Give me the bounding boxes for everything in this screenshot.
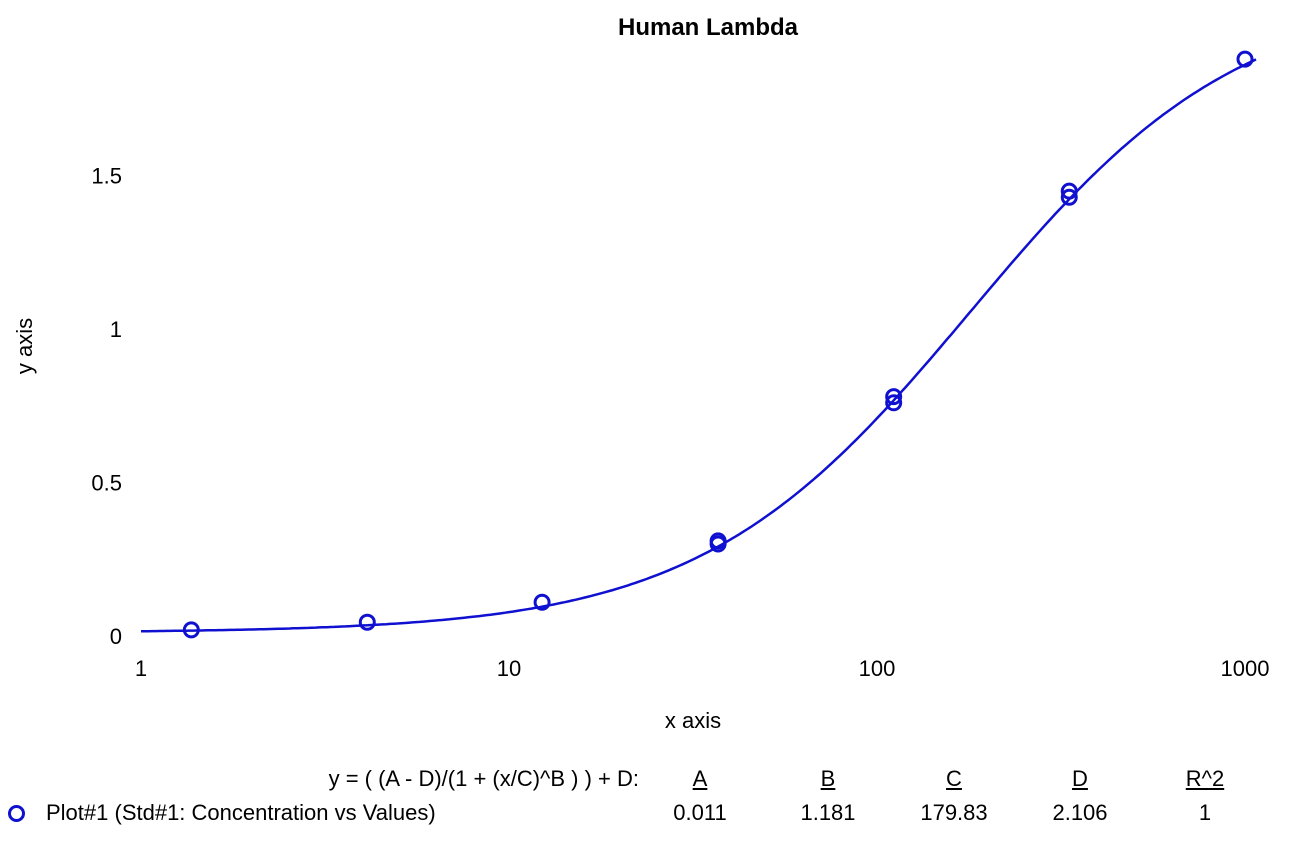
data-point — [709, 535, 727, 553]
y-tick-label: 1.5 — [91, 164, 122, 189]
legend-series-label: Plot#1 (Std#1: Concentration vs Values) — [46, 800, 436, 825]
y-axis-title: y axis — [12, 318, 37, 374]
y-tick-label: 0 — [110, 624, 122, 649]
x-tick-label: 1 — [135, 656, 147, 681]
param-r2-value: 1 — [1198, 800, 1212, 825]
param-b-header: B — [820, 766, 836, 791]
chart: Human Lambda x axis y axis 1 10 100 1000 00… — [12, 14, 1270, 733]
param-c-value: 179.83 — [920, 800, 988, 825]
param-d-header: D — [1072, 766, 1088, 791]
x-axis-title: x axis — [665, 708, 721, 733]
x-tick-label: 100 — [859, 656, 896, 681]
param-a-header: A — [692, 766, 708, 791]
fit-results-panel: y = ( (A - D)/(1 + (x/C)^B ) ) + D: A B … — [0, 760, 1309, 840]
legend-marker-icon — [8, 805, 25, 822]
data-point — [1060, 182, 1078, 200]
data-point — [533, 593, 551, 611]
x-tick-labels: 1 10 100 1000 — [135, 656, 1270, 681]
param-b-value: 1.181 — [800, 800, 856, 825]
data-point — [885, 394, 903, 412]
y-tick-label: 1 — [110, 317, 122, 342]
y-tick-label: 0.5 — [91, 471, 122, 496]
data-points — [182, 50, 1254, 639]
data-point — [1236, 50, 1254, 68]
x-tick-label: 10 — [497, 656, 521, 681]
param-a-value: 0.011 — [673, 800, 727, 825]
param-c-header: C — [946, 766, 962, 791]
data-point — [885, 388, 903, 406]
y-tick-labels: 0 0.5 1 1.5 — [91, 164, 122, 649]
param-r2-header: R^2 — [1185, 766, 1225, 791]
fit-curve — [141, 58, 1257, 633]
data-point — [182, 621, 200, 639]
data-point — [1060, 188, 1078, 206]
data-point — [358, 613, 376, 631]
x-tick-label: 1000 — [1221, 656, 1270, 681]
fit-equation: y = ( (A - D)/(1 + (x/C)^B ) ) + D: — [328, 766, 639, 791]
param-d-value: 2.106 — [1052, 800, 1108, 825]
chart-title: Human Lambda — [618, 14, 799, 41]
